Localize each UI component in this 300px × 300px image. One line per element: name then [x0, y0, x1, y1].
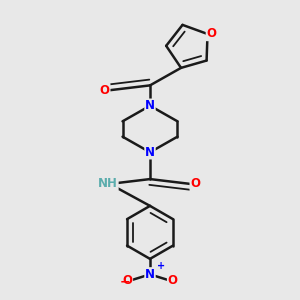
Text: O: O	[122, 274, 132, 287]
Text: O: O	[100, 84, 110, 97]
Text: NH: NH	[98, 177, 118, 190]
Text: O: O	[206, 28, 216, 40]
Text: +: +	[157, 261, 165, 271]
Text: O: O	[168, 274, 178, 287]
Text: N: N	[145, 99, 155, 112]
Text: −: −	[120, 275, 130, 288]
Text: O: O	[190, 177, 200, 190]
Text: N: N	[145, 146, 155, 159]
Text: N: N	[145, 268, 155, 281]
